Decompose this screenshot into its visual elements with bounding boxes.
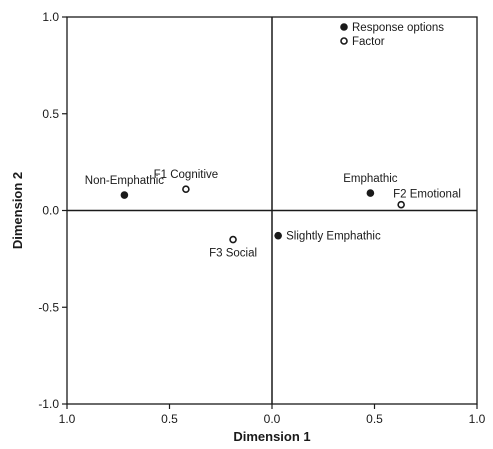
response-option-point [120,191,129,199]
x-tick-label: 1.0 [469,412,486,426]
reference-lines [67,17,477,404]
x-tick-label: 0.5 [366,412,383,426]
legend: Response options Factor [340,22,444,48]
factor-point [397,200,405,209]
factor-point [182,185,190,194]
x-axis-title: Dimension 1 [233,429,310,444]
y-tick-label: -1.0 [38,397,59,411]
point-label: Emphathic [343,173,398,185]
y-axis: -1.0 -0.5 0.0 0.5 1.0 [38,10,67,411]
y-tick-label: 1.0 [42,10,59,24]
point-label: F3 Social [209,248,257,260]
x-tick-label: 1.0 [59,412,76,426]
y-tick-label: 0.0 [42,204,59,218]
y-axis-title: Dimension 2 [10,172,25,249]
y-tick-label: 0.5 [42,107,59,121]
y-tick-label: -0.5 [38,300,59,314]
x-axis: 1.0 0.5 0.0 0.5 1.0 [59,404,486,426]
response-option-point [366,189,375,197]
legend-filled-marker [340,23,348,31]
x-tick-label: 0.5 [161,412,178,426]
legend-open-marker [340,37,348,45]
data-points: Non-Emphathic Emphathic Slightly Emphathic… [85,169,461,259]
legend-label: Factor [352,36,385,48]
point-label: Slightly Emphathic [286,231,381,243]
factor-point [229,235,237,244]
legend-label: Response options [352,22,444,34]
response-option-point [274,231,282,240]
x-tick-label: 0.0 [264,412,281,426]
point-label: F2 Emotional [393,189,461,201]
point-label: Non-Emphathic [85,175,165,187]
point-label: F1 Cognitive [154,169,219,181]
